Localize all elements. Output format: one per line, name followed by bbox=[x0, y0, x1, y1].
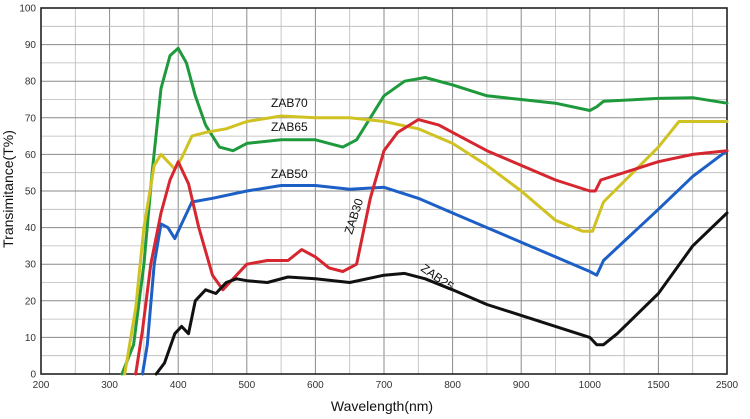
y-tick-label: 20 bbox=[25, 296, 37, 307]
y-tick-label: 100 bbox=[19, 4, 36, 15]
x-tick-label: 200 bbox=[33, 380, 50, 391]
x-tick-label: 1500 bbox=[647, 380, 670, 391]
x-tick-label: 800 bbox=[444, 380, 461, 391]
y-axis-label: Transimitance(T%) bbox=[0, 130, 16, 248]
series-label-zab65: ZAB65 bbox=[271, 120, 308, 134]
series-line-zab30 bbox=[134, 118, 729, 376]
x-tick-label: 900 bbox=[513, 380, 530, 391]
y-tick-label: 80 bbox=[25, 77, 37, 88]
y-tick-label: 10 bbox=[25, 333, 37, 344]
plot-frame bbox=[40, 7, 728, 375]
x-tick-label: 300 bbox=[101, 380, 118, 391]
y-tick-label: 30 bbox=[25, 260, 37, 271]
series-line-zab70 bbox=[120, 46, 729, 376]
y-tick-label: 90 bbox=[25, 40, 37, 51]
grid bbox=[40, 7, 728, 375]
x-tick-label: 400 bbox=[170, 380, 187, 391]
series-line-zab65 bbox=[123, 114, 729, 376]
series-line-zab25 bbox=[154, 211, 729, 376]
x-tick-label: 500 bbox=[238, 380, 255, 391]
y-tick-label: 50 bbox=[25, 187, 37, 198]
y-tick-label: 60 bbox=[25, 150, 37, 161]
x-tick-label: 1000 bbox=[579, 380, 602, 391]
x-axis-label: Wavelength(nm) bbox=[331, 398, 433, 414]
x-tick-label: 2500 bbox=[716, 380, 739, 391]
y-tick-label: 40 bbox=[25, 223, 37, 234]
y-tick-label: 70 bbox=[25, 113, 37, 124]
series-label-zab70: ZAB70 bbox=[271, 96, 308, 110]
series-line-zab50 bbox=[141, 149, 729, 376]
x-tick-label: 600 bbox=[307, 380, 324, 391]
series-label-zab50: ZAB50 bbox=[271, 167, 308, 181]
series-layer bbox=[120, 46, 729, 376]
x-tick-label: 700 bbox=[376, 380, 393, 391]
tick-labels: 200 300 400 500 600 700 800 900 1000 1500 2500 0 10 2… bbox=[19, 4, 738, 392]
y-tick-label: 0 bbox=[30, 370, 36, 381]
